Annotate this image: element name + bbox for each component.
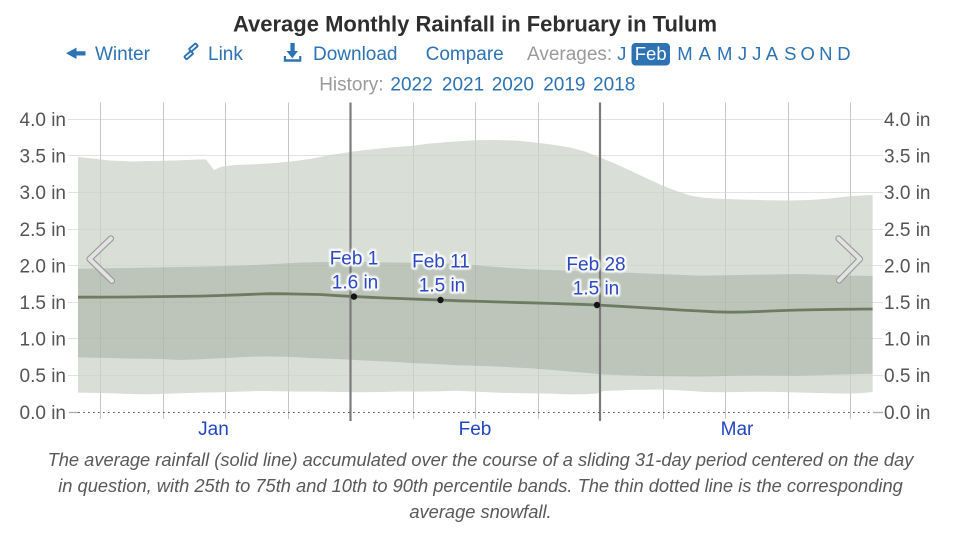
svg-text:4.0 in: 4.0 in [884, 110, 930, 131]
svg-text:A: A [699, 43, 712, 64]
svg-text:J: J [738, 43, 747, 64]
svg-text:Feb 28: Feb 28 [566, 255, 625, 276]
svg-text:Feb: Feb [635, 43, 667, 64]
svg-text:1.6 in: 1.6 in [332, 273, 378, 294]
svg-text:Mar: Mar [721, 419, 754, 440]
svg-text:Download: Download [313, 44, 398, 65]
svg-text:Feb 1: Feb 1 [330, 249, 379, 270]
svg-text:A: A [766, 43, 779, 64]
svg-text:1.6 in: 1.6 in [332, 273, 378, 294]
svg-text:in question, with 25th to 75th: in question, with 25th to 75th and 10th … [58, 475, 903, 496]
svg-text:0.0 in: 0.0 in [884, 403, 930, 424]
svg-text:Feb 11: Feb 11 [412, 251, 470, 272]
svg-text:M: M [677, 43, 692, 64]
svg-text:2.5 in: 2.5 in [20, 220, 66, 241]
svg-text:1.5 in: 1.5 in [573, 279, 619, 300]
svg-text:1.0 in: 1.0 in [884, 330, 930, 351]
svg-text:J: J [617, 43, 626, 64]
svg-text:N: N [819, 43, 832, 64]
svg-text:3.0 in: 3.0 in [884, 183, 930, 204]
svg-text:1.5 in: 1.5 in [419, 275, 465, 296]
svg-text:Compare: Compare [426, 44, 504, 65]
svg-text:Winter: Winter [95, 44, 151, 65]
svg-text:Average Monthly Rainfall in Fe: Average Monthly Rainfall in February in … [233, 12, 717, 37]
svg-text:0.0 in: 0.0 in [20, 403, 66, 424]
svg-text:1.5 in: 1.5 in [884, 293, 930, 314]
svg-text:O: O [801, 43, 815, 64]
svg-text:0.5 in: 0.5 in [884, 366, 930, 387]
svg-text:3.0 in: 3.0 in [20, 183, 66, 204]
svg-text:2.5 in: 2.5 in [884, 220, 930, 241]
svg-text:The average rainfall (solid li: The average rainfall (solid line) accumu… [48, 449, 916, 470]
svg-text:0.5 in: 0.5 in [20, 366, 66, 387]
svg-text:Link: Link [208, 44, 243, 65]
svg-text:Jan: Jan [198, 419, 229, 440]
svg-text:1.0 in: 1.0 in [20, 330, 66, 351]
svg-text:2020: 2020 [492, 74, 534, 95]
svg-text:3.5 in: 3.5 in [884, 147, 930, 168]
svg-text:J: J [752, 43, 761, 64]
svg-text:S: S [784, 43, 796, 64]
svg-text:D: D [837, 43, 850, 64]
svg-text:Feb 1: Feb 1 [330, 249, 379, 270]
svg-text:Feb 28: Feb 28 [566, 255, 625, 276]
svg-text:2022: 2022 [390, 74, 432, 95]
svg-text:2.0 in: 2.0 in [884, 256, 930, 277]
svg-text:Averages:: Averages: [527, 44, 612, 65]
svg-text:History:: History: [319, 74, 383, 95]
svg-text:2021: 2021 [442, 74, 484, 95]
svg-text:1.5 in: 1.5 in [573, 279, 619, 300]
svg-text:average snowfall.: average snowfall. [409, 501, 551, 522]
svg-text:2018: 2018 [593, 74, 635, 95]
svg-text:1.5 in: 1.5 in [419, 275, 465, 296]
svg-text:1.5 in: 1.5 in [20, 293, 66, 314]
svg-text:Feb 11: Feb 11 [412, 251, 470, 272]
svg-text:2019: 2019 [543, 74, 585, 95]
svg-text:3.5 in: 3.5 in [20, 147, 66, 168]
svg-text:Feb: Feb [459, 419, 492, 440]
svg-text:M: M [717, 43, 732, 64]
svg-text:4.0 in: 4.0 in [20, 110, 66, 131]
svg-text:2.0 in: 2.0 in [20, 256, 66, 277]
